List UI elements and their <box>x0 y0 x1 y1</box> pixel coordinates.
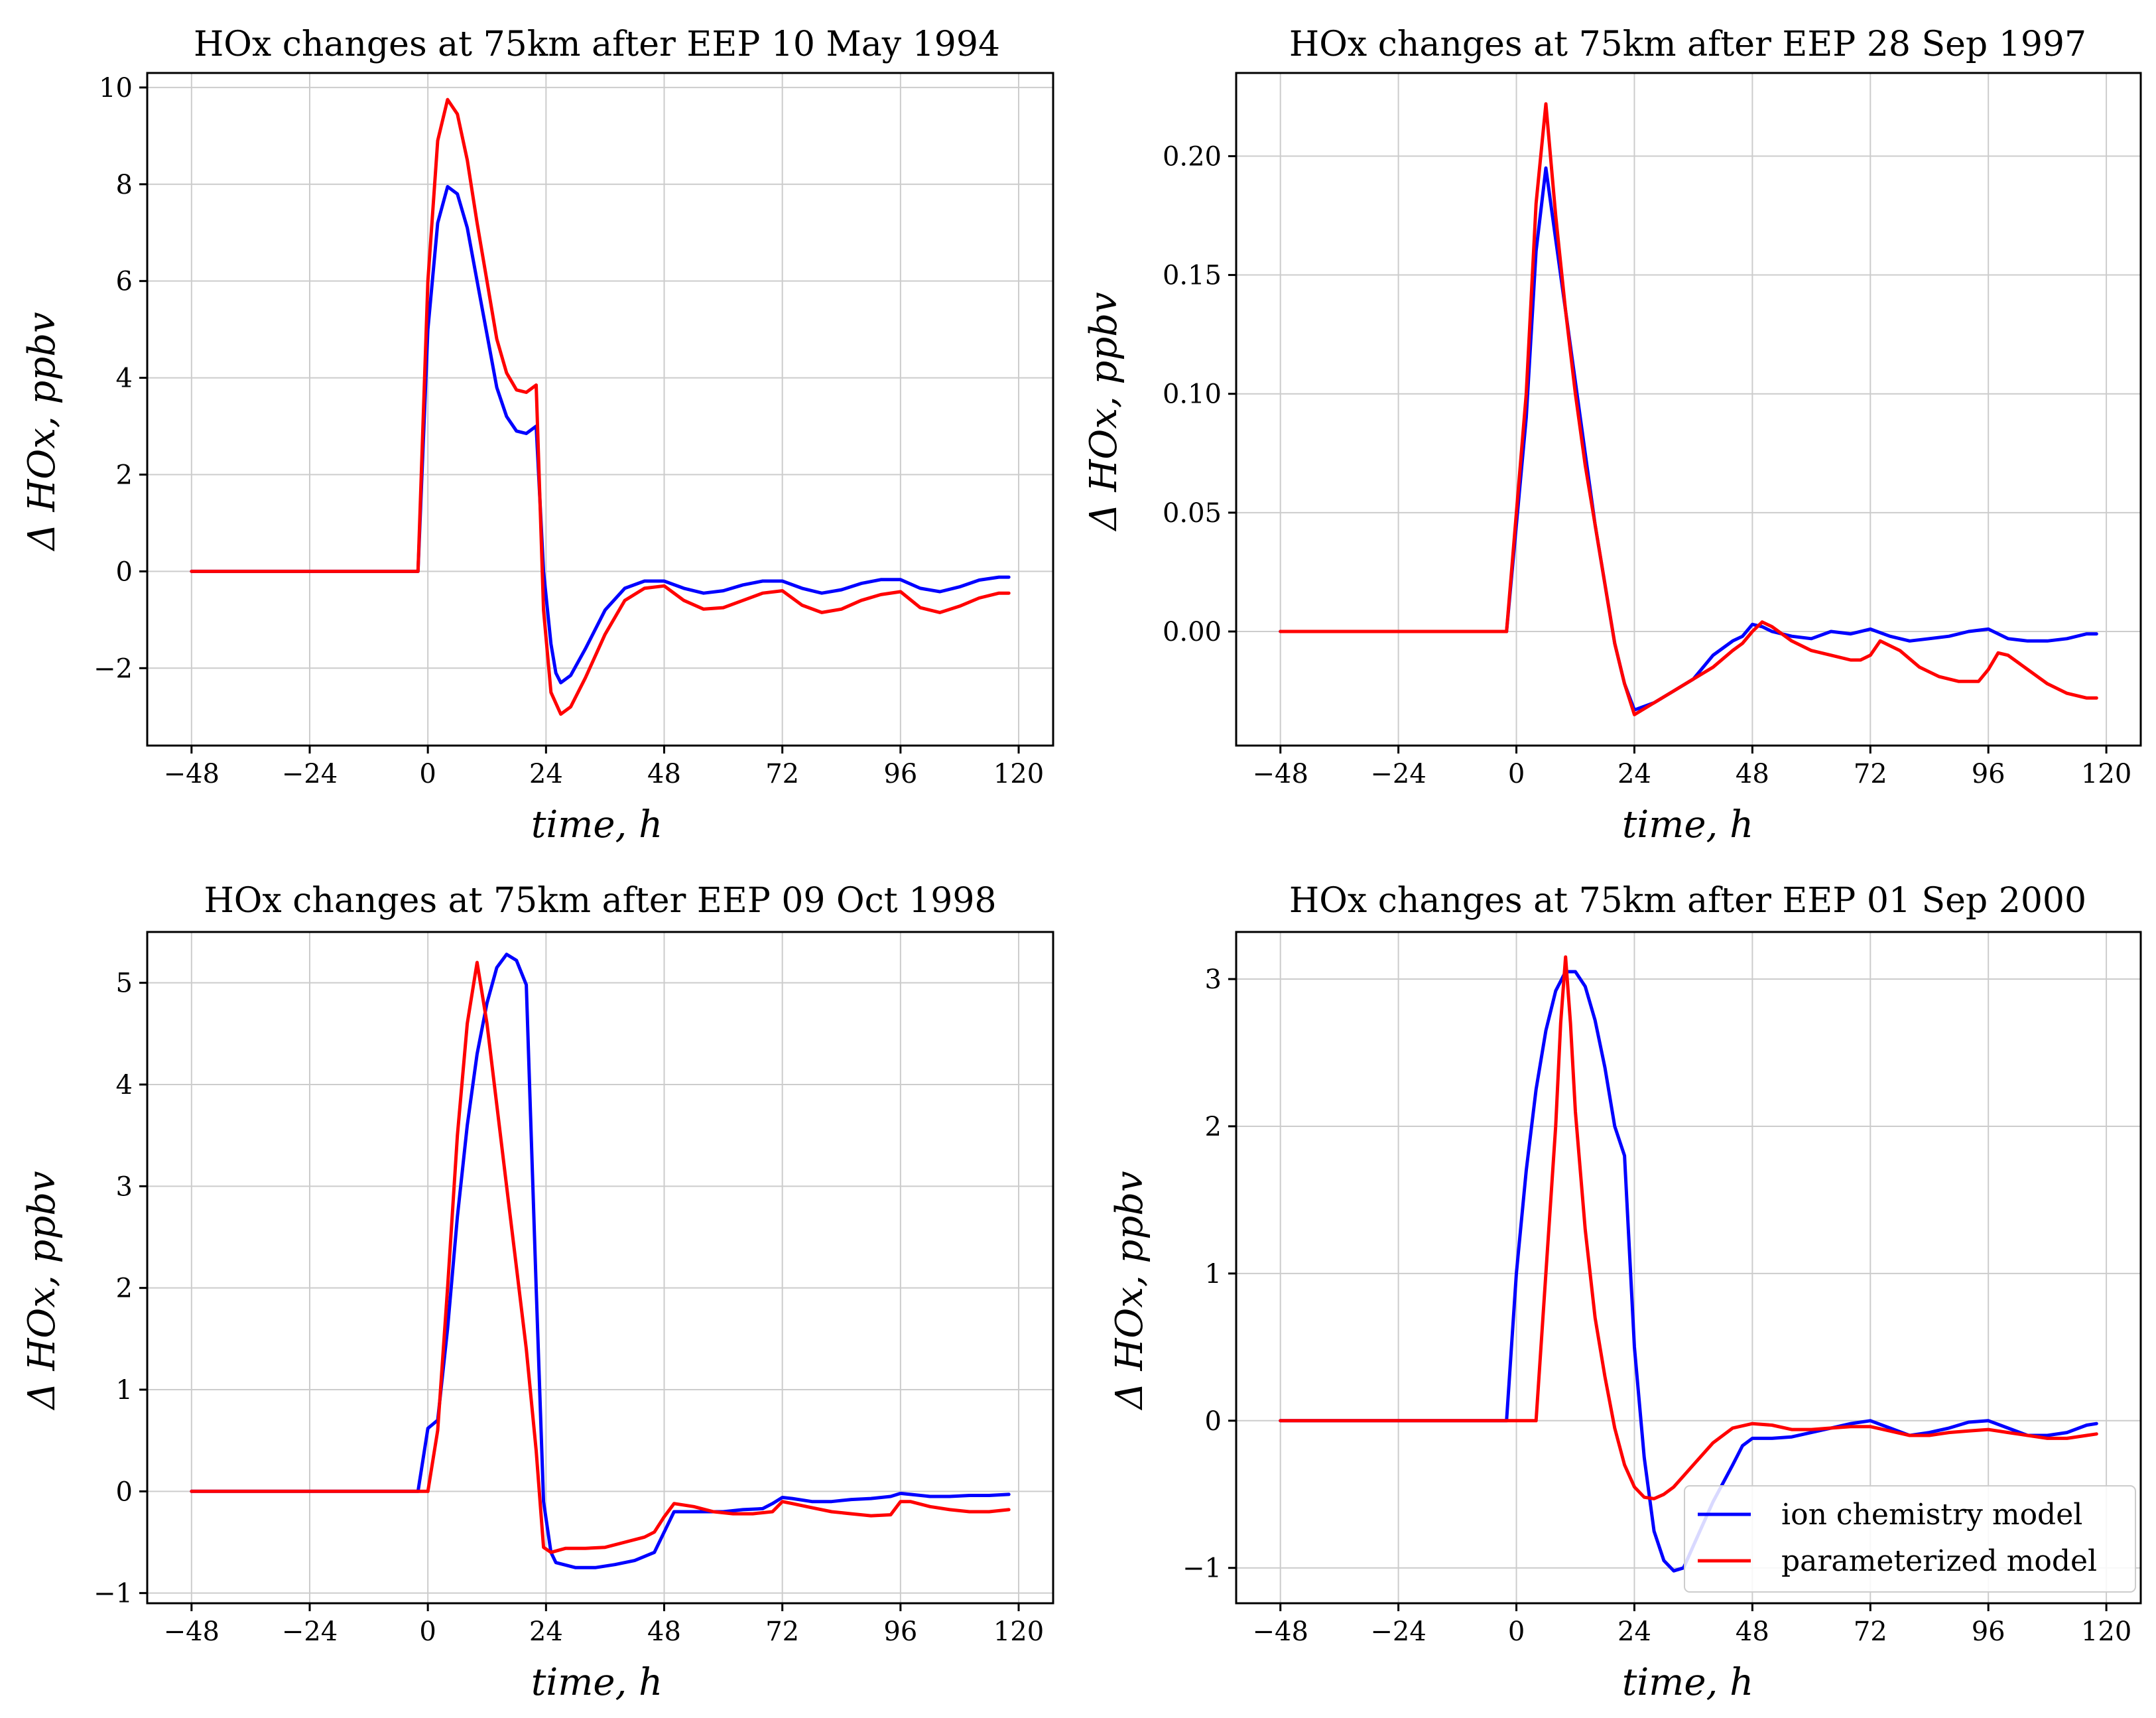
x-tick-label-4-2: 0 <box>1508 1617 1525 1647</box>
x-tick-label-2-4: 48 <box>1736 759 1769 789</box>
x-tick-label-3-5: 72 <box>765 1617 799 1647</box>
y-axis-label-4: Δ HOx, ppbv <box>1108 1171 1151 1411</box>
y-tick-label-4-1: 0 <box>1205 1406 1222 1437</box>
y-tick-label-2-3: 0.15 <box>1163 261 1222 291</box>
legend-box <box>1684 1485 2136 1593</box>
x-tick-label-4-6: 96 <box>1972 1617 2005 1647</box>
y-tick-label-1-1: 0 <box>116 557 133 587</box>
x-tick-label-3-1: −24 <box>282 1617 338 1647</box>
plot-frame-3 <box>146 931 1054 1605</box>
x-tick-label-1-0: −48 <box>164 759 220 789</box>
x-tick-label-4-5: 72 <box>1854 1617 1887 1647</box>
series-line-1-parameterized <box>190 98 1011 716</box>
legend-label-ion-chemistry: ion chemistry model <box>1781 1498 2082 1532</box>
x-tick-label-3-2: 0 <box>419 1617 436 1647</box>
y-tick-label-4-2: 1 <box>1205 1259 1222 1289</box>
x-tick-label-3-7: 120 <box>993 1617 1044 1647</box>
y-tick-label-2-0: 0.00 <box>1163 617 1222 647</box>
x-axis-label-3: time, h <box>531 1661 663 1704</box>
x-tick-label-1-3: 24 <box>529 759 563 789</box>
chart-title-4: HOx changes at 75km after EEP 01 Sep 200… <box>1289 881 2086 921</box>
y-tick-label-3-4: 3 <box>116 1171 133 1202</box>
x-axis-label-4: time, h <box>1622 1661 1753 1704</box>
y-tick-label-4-3: 2 <box>1205 1112 1222 1142</box>
y-tick-label-3-3: 2 <box>116 1274 133 1304</box>
y-tick-label-3-2: 1 <box>116 1375 133 1406</box>
series-line-4-parameterized <box>1279 955 2098 1500</box>
x-tick-label-2-6: 96 <box>1972 759 2005 789</box>
chart-title-3: HOx changes at 75km after EEP 09 Oct 199… <box>204 881 996 921</box>
y-tick-label-1-6: 10 <box>99 73 133 103</box>
x-tick-label-2-2: 0 <box>1508 759 1525 789</box>
y-tick-label-2-2: 0.10 <box>1163 379 1222 410</box>
y-axis-label-2: Δ HOx, ppbv <box>1082 292 1125 532</box>
series-line-3-parameterized <box>190 960 1011 1554</box>
x-axis-label-2: time, h <box>1622 803 1753 846</box>
series-line-3-ion-chemistry <box>190 953 1011 1569</box>
y-tick-label-3-6: 5 <box>116 968 133 999</box>
y-axis-label-3: Δ HOx, ppbv <box>21 1171 64 1411</box>
series-line-2-parameterized <box>1279 102 2098 716</box>
x-tick-label-3-3: 24 <box>529 1617 563 1647</box>
y-tick-label-1-4: 6 <box>116 267 133 297</box>
y-axis-label-1: Δ HOx, ppbv <box>21 312 64 552</box>
y-tick-label-4-0: −1 <box>1182 1553 1222 1584</box>
chart-title-1: HOx changes at 75km after EEP 10 May 199… <box>194 25 1000 64</box>
legend: ion chemistry model parameterized model <box>1684 1485 2136 1593</box>
x-axis-label-1: time, h <box>531 803 663 846</box>
x-tick-label-3-4: 48 <box>647 1617 681 1647</box>
x-tick-label-4-3: 24 <box>1617 1617 1651 1647</box>
y-tick-label-1-0: −2 <box>94 653 133 684</box>
y-tick-label-1-2: 2 <box>116 460 133 490</box>
y-tick-label-2-4: 0.20 <box>1163 141 1222 172</box>
chart-panel-1: HOx changes at 75km after EEP 10 May 199… <box>21 25 1054 846</box>
x-tick-label-3-0: −48 <box>164 1617 220 1647</box>
y-tick-label-1-3: 4 <box>116 363 133 394</box>
x-tick-label-1-4: 48 <box>647 759 681 789</box>
legend-label-parameterized: parameterized model <box>1781 1544 2097 1578</box>
x-tick-label-2-1: −24 <box>1370 759 1426 789</box>
x-tick-label-4-0: −48 <box>1253 1617 1308 1647</box>
chart-panel-3: HOx changes at 75km after EEP 09 Oct 199… <box>21 881 1054 1704</box>
x-tick-label-1-7: 120 <box>993 759 1044 789</box>
x-tick-label-4-7: 120 <box>2081 1617 2131 1647</box>
plot-frame-2 <box>1235 72 2142 747</box>
series-line-1-ion-chemistry <box>190 184 1011 685</box>
chart-panel-2: HOx changes at 75km after EEP 28 Sep 199… <box>1082 25 2142 846</box>
plot-frame-1 <box>146 72 1054 747</box>
chart-panel-4: HOx changes at 75km after EEP 01 Sep 200… <box>1108 881 2142 1704</box>
chart-title-2: HOx changes at 75km after EEP 28 Sep 199… <box>1289 25 2086 64</box>
x-tick-label-1-6: 96 <box>883 759 917 789</box>
y-tick-label-3-5: 4 <box>116 1070 133 1100</box>
y-tick-label-3-1: 0 <box>116 1477 133 1507</box>
y-tick-label-3-0: −1 <box>94 1579 133 1609</box>
x-tick-label-2-5: 72 <box>1854 759 1887 789</box>
x-tick-label-1-2: 0 <box>419 759 436 789</box>
y-tick-label-1-5: 8 <box>116 170 133 200</box>
x-tick-label-1-1: −24 <box>282 759 338 789</box>
x-tick-label-2-0: −48 <box>1253 759 1308 789</box>
y-tick-label-2-1: 0.05 <box>1163 498 1222 529</box>
y-tick-label-4-4: 3 <box>1205 964 1222 995</box>
x-tick-label-1-5: 72 <box>765 759 799 789</box>
x-tick-label-4-1: −24 <box>1370 1617 1426 1647</box>
x-tick-label-2-3: 24 <box>1617 759 1651 789</box>
x-tick-label-3-6: 96 <box>883 1617 917 1647</box>
x-tick-label-4-4: 48 <box>1736 1617 1769 1647</box>
plot-frame-4 <box>1235 931 2142 1605</box>
x-tick-label-2-7: 120 <box>2081 759 2131 789</box>
